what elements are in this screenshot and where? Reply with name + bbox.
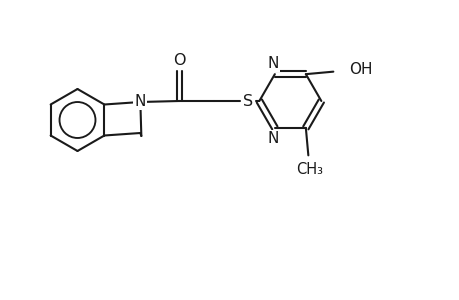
Text: OH: OH bbox=[348, 62, 372, 77]
Text: O: O bbox=[173, 52, 185, 68]
Text: CH₃: CH₃ bbox=[296, 162, 323, 177]
Text: N: N bbox=[267, 131, 278, 146]
Text: N: N bbox=[267, 56, 278, 71]
Text: S: S bbox=[243, 94, 253, 109]
Text: N: N bbox=[134, 94, 146, 109]
